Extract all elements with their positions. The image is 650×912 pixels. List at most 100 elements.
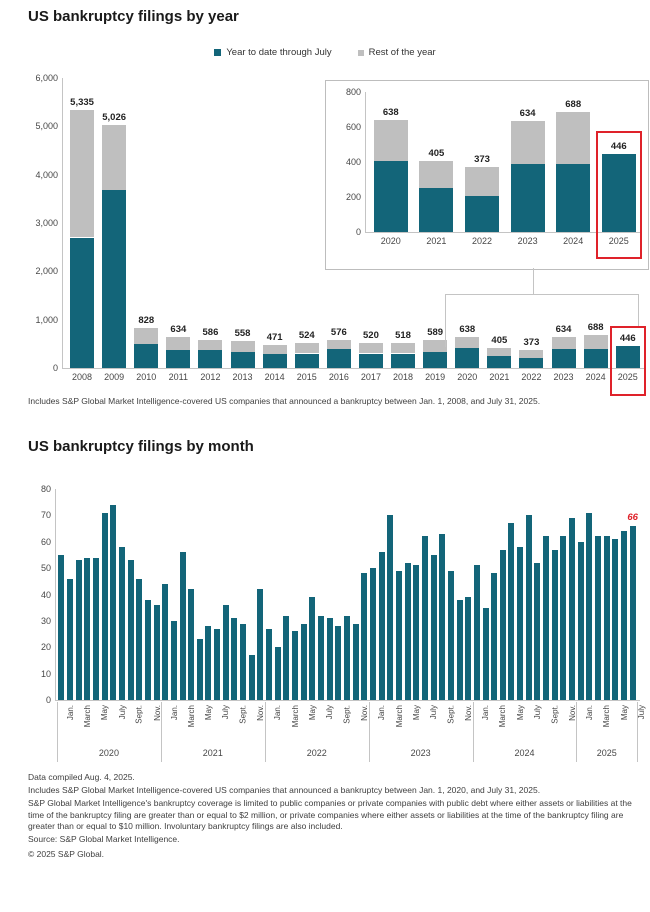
- monthly-bar: [274, 647, 281, 700]
- year-label: 2021: [202, 748, 223, 758]
- x-axis-label-2022: 2022: [471, 236, 493, 246]
- y-axis-tick-label: 20: [40, 642, 51, 653]
- monthly-bar: [369, 568, 376, 700]
- y-axis-tick-label: 0: [355, 227, 361, 237]
- x-axis-label-2021: 2021: [489, 372, 510, 382]
- monthly-bar: [595, 536, 602, 700]
- y-axis-line: [55, 489, 56, 700]
- x-axis-label-2024: 2024: [585, 372, 606, 382]
- monthly-bar: [283, 615, 290, 700]
- monthly-bar: [118, 547, 125, 700]
- bar-ytd-2010: [134, 344, 159, 368]
- monthly-bar: [257, 589, 264, 700]
- month-tick-label: March: [290, 705, 300, 728]
- month-tick-label: May: [308, 705, 318, 721]
- monthly-bar: [473, 565, 480, 700]
- x-axis-label-2015: 2015: [296, 372, 317, 382]
- x-axis-label-2017: 2017: [360, 372, 381, 382]
- bar-total-label-2008: 5,335: [70, 97, 94, 109]
- monthly-bar: [551, 549, 558, 700]
- bar-rest-2020: [455, 337, 480, 349]
- month-tick-label: March: [83, 705, 93, 728]
- footnote-data-compiled: Data compiled Aug. 4, 2025.: [28, 772, 135, 782]
- monthly-bar: [621, 531, 628, 700]
- footnotes-block: Data compiled Aug. 4, 2025. Includes S&P…: [28, 772, 634, 863]
- monthly-bar: [127, 560, 134, 700]
- bar-total-label-2016: 576: [330, 327, 347, 339]
- bar-rest-2016: [326, 340, 351, 350]
- footnote-methodology: S&P Global Market Intelligence's bankrup…: [28, 798, 632, 831]
- monthly-bar: [612, 539, 619, 700]
- bar-ytd-2016: [326, 349, 351, 368]
- monthly-bar: [525, 515, 532, 700]
- x-axis-label-2016: 2016: [328, 372, 349, 382]
- x-axis-label-2012: 2012: [200, 372, 221, 382]
- bar-rest-2009: [102, 125, 127, 191]
- y-axis-tick-label: 4,000: [35, 169, 58, 180]
- monthly-bar: [439, 533, 446, 700]
- monthly-bar: [569, 518, 576, 700]
- bar-ytd-2014: [262, 354, 287, 368]
- monthly-bar: [517, 547, 524, 700]
- monthly-bar: [300, 623, 307, 700]
- monthly-bar: [231, 618, 238, 700]
- month-tick-label: Sept.: [135, 705, 145, 724]
- bar-total-label-2013: 558: [234, 328, 251, 340]
- monthly-chart-title: US bankruptcy filings by month: [28, 438, 254, 455]
- monthly-bar: [205, 626, 212, 700]
- x-axis-label-2022: 2022: [521, 372, 542, 382]
- monthly-bar: [309, 597, 316, 700]
- bar-rest-2019: [423, 339, 448, 353]
- monthly-bar: [430, 554, 437, 700]
- month-tick-label: Jan.: [377, 705, 387, 721]
- x-axis-line: [365, 232, 642, 233]
- y-axis-tick-label: 40: [40, 589, 51, 600]
- bar-rest-2022: [465, 166, 499, 197]
- monthly-bar: [586, 512, 593, 700]
- bar-rest-2020: [373, 120, 408, 161]
- month-tick-label: March: [498, 705, 508, 728]
- y-axis-line: [365, 92, 366, 232]
- monthly-bar: [196, 639, 203, 700]
- month-tick-label: May: [100, 705, 110, 721]
- monthly-bar: [101, 512, 108, 700]
- bar-total-label-2014: 471: [266, 332, 283, 344]
- bar-total-label-2021: 405: [491, 335, 508, 347]
- monthly-bar: [534, 562, 541, 700]
- inset-connector-right-drop: [638, 294, 639, 326]
- chart-legend: Year to date through July Rest of the ye…: [0, 47, 650, 58]
- bar-total-label-2015: 524: [298, 329, 315, 341]
- monthly-bar: [248, 655, 255, 700]
- year-separator: [637, 702, 639, 762]
- monthly-bar: [543, 536, 550, 700]
- month-tick-label: March: [394, 705, 404, 728]
- bar-ytd-2011: [166, 350, 191, 368]
- monthly-bar: [491, 573, 498, 700]
- bar-rest-2013: [230, 341, 255, 353]
- x-axis-line: [55, 700, 640, 701]
- month-tick-label: Jan.: [65, 705, 75, 721]
- footnote-copyright: © 2025 S&P Global.: [28, 849, 105, 860]
- year-separator: [160, 702, 162, 762]
- y-axis-tick-label: 3,000: [35, 218, 58, 228]
- x-axis-label-2021: 2021: [426, 236, 447, 246]
- year-separator: [57, 702, 58, 762]
- y-axis-tick-label: 6,000: [35, 73, 58, 83]
- bar-ytd-2020: [455, 348, 480, 368]
- bar-ytd-2025: [615, 346, 640, 368]
- bar-rest-2008: [70, 110, 95, 238]
- monthly-bar: [75, 560, 82, 700]
- x-axis-label-2025: 2025: [617, 372, 638, 382]
- y-axis-tick-label: 50: [40, 563, 51, 574]
- monthly-bar: [378, 552, 385, 700]
- month-tick-label: May: [412, 705, 422, 721]
- monthly-bar: [240, 623, 247, 700]
- year-label: 2020: [98, 748, 119, 758]
- legend-label-rest: Rest of the year: [368, 47, 436, 58]
- bar-rest-2015: [294, 342, 319, 354]
- bar-rest-2012: [198, 339, 223, 350]
- x-axis-label-2010: 2010: [136, 372, 157, 382]
- monthly-bar: [629, 525, 636, 700]
